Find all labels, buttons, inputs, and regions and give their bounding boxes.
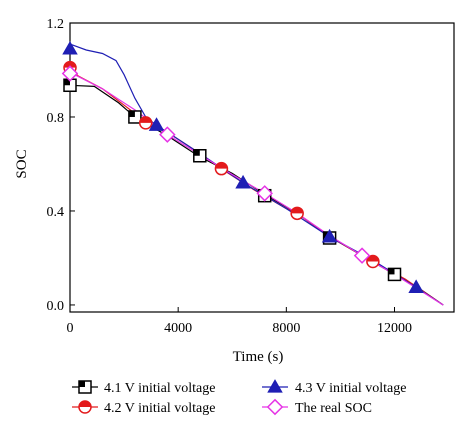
axes-layer: 0 4000 8000 12000 0.0 0.4 0.8 1.2	[47, 17, 413, 336]
series-2-marker	[138, 116, 153, 130]
series-layer	[69, 43, 444, 306]
series-4-marker	[159, 126, 176, 143]
circle-marker-half	[366, 255, 379, 262]
y-axis-title: SOC	[14, 149, 30, 178]
circle-marker-half	[215, 162, 228, 169]
series-3-marker	[321, 228, 338, 243]
series-4-marker	[61, 65, 79, 82]
square-marker-corner	[193, 149, 200, 156]
series-2-marker	[290, 206, 304, 221]
series-2-marker	[366, 254, 380, 269]
y-tick-label: 1.2	[47, 17, 65, 32]
series-1-marker	[193, 149, 207, 163]
circle-marker-half	[64, 61, 76, 68]
legend-marker	[267, 379, 283, 393]
series-4-marker	[256, 185, 273, 202]
square-marker-corner	[128, 110, 135, 117]
plot-border	[69, 22, 455, 313]
series-line-1	[69, 84, 444, 306]
y-tick-label: 0.8	[47, 111, 65, 126]
series-3-marker	[62, 40, 78, 55]
legend-marker	[266, 398, 284, 416]
y-tick-label: 0.0	[47, 299, 65, 314]
circle-marker-half	[139, 116, 152, 123]
square-marker-corner	[64, 79, 70, 86]
legend-entry-2: 4.2 V initial voltage	[72, 400, 215, 416]
plot-frame	[69, 22, 455, 313]
x-axis-title: Time (s)	[233, 349, 284, 365]
x-tick-label: 12000	[377, 321, 412, 336]
circle-marker-half	[291, 207, 304, 214]
legend-entry-3: 4.3 V initial voltage	[262, 379, 406, 396]
series-1-marker	[63, 78, 77, 93]
legend-entry-1: 4.1 V initial voltage	[72, 380, 215, 396]
legend-label: 4.3 V initial voltage	[295, 381, 406, 396]
x-tick-label: 8000	[272, 321, 300, 336]
y-tick-label: 0.4	[47, 205, 65, 220]
legend-label: 4.2 V initial voltage	[104, 401, 215, 416]
series-3-marker	[408, 279, 424, 294]
square-marker-corner	[388, 268, 395, 275]
legend: 4.1 V initial voltage 4.2 V initial volta…	[72, 379, 406, 416]
series-3-marker	[235, 174, 251, 189]
circle-marker-half	[79, 401, 91, 407]
legend-label: 4.1 V initial voltage	[104, 381, 215, 396]
series-2-marker	[214, 161, 229, 176]
legend-label: The real SOC	[295, 401, 372, 416]
series-1-marker	[387, 267, 402, 282]
x-tick-label: 4000	[164, 321, 192, 336]
series-3-marker	[148, 117, 165, 131]
legend-marker	[78, 380, 92, 394]
legend-entry-4: The real SOC	[262, 398, 372, 416]
series-1-marker	[128, 110, 142, 124]
square-marker-corner	[79, 381, 85, 387]
x-tick-label: 0	[67, 321, 74, 336]
markers-layer	[61, 40, 424, 294]
series-line-3	[69, 43, 444, 306]
legend-marker	[78, 400, 92, 414]
series-4-marker	[353, 247, 371, 264]
